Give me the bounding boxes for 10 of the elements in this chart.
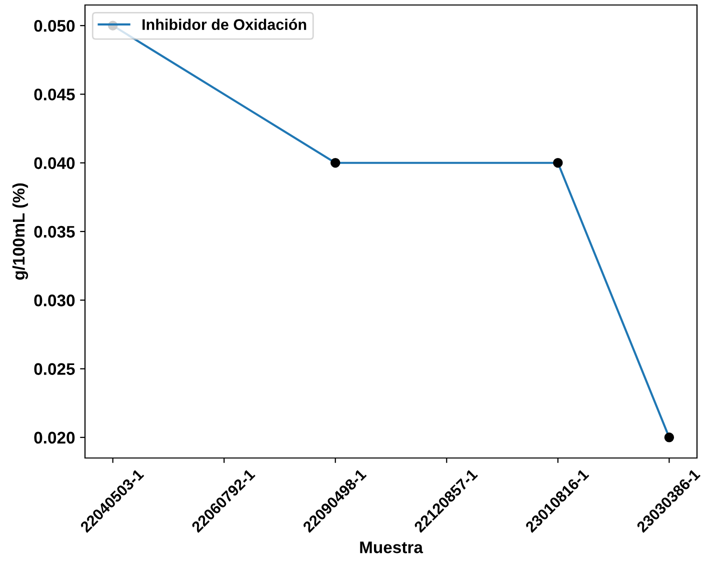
x-axis-title: Muestra	[360, 542, 424, 554]
y-tick-label: 0.020	[34, 432, 75, 444]
y-tick-label: 0.035	[34, 226, 75, 238]
y-tick-label: 0.045	[34, 88, 75, 100]
y-axis-title: g/100mL (%)	[12, 183, 28, 280]
y-tick-label: 0.050	[34, 20, 75, 32]
y-tick-label: 0.030	[34, 294, 75, 306]
y-tick-label: 0.025	[34, 363, 75, 375]
legend-label: Inhibidor de Oxidación	[142, 18, 306, 30]
y-tick-label: 0.040	[34, 157, 75, 170]
